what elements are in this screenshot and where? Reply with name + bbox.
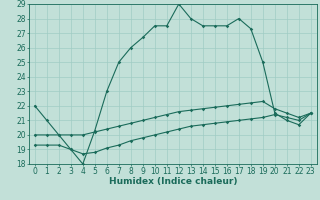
X-axis label: Humidex (Indice chaleur): Humidex (Indice chaleur): [108, 177, 237, 186]
